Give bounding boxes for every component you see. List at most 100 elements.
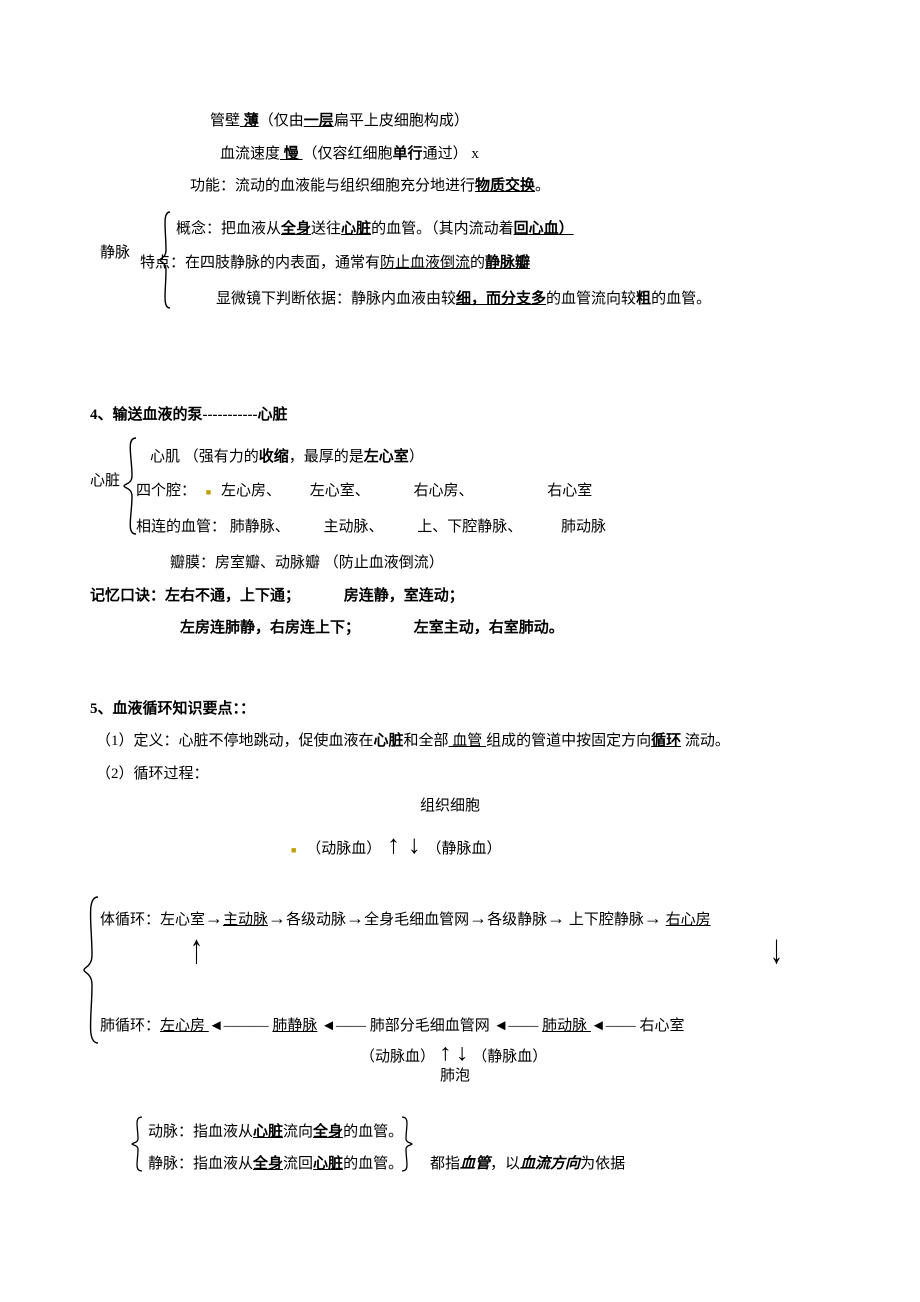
document-page: 管壁 薄（仅由一层扁平上皮细胞构成） 血流速度 慢 （仅容红细胞单行通过） x …: [0, 0, 920, 1302]
heart-structure-block: 心脏 心肌 （强有力的收缩，最厚的是左心室） 四个腔： ■ 左心房、 左心室、 …: [90, 436, 830, 542]
vein-note-line: 静脉：指血液从全身流回心脏的血管。: [148, 1153, 403, 1176]
text: 为依据: [580, 1156, 625, 1172]
node: 全身毛细血管网: [364, 912, 469, 928]
emphasis-text: 血流方向: [520, 1156, 580, 1172]
text: 扁平上皮细胞构成）: [334, 113, 469, 129]
text: 心脏: [90, 473, 120, 489]
text: 瓣膜：房室瓣、动脉瓣 （防止血液倒流）: [170, 555, 444, 571]
text: 记忆口诀：左右不通，上下通；: [90, 585, 340, 608]
text: 的血管。: [651, 291, 711, 307]
text: 显微镜下判断依据：静脉内血液由较: [216, 291, 456, 307]
key-term: 回心血）: [514, 221, 574, 237]
capillary-speed-line: 血流速度 慢 （仅容红细胞单行通过） x: [90, 143, 830, 166]
text: 四个腔：: [136, 483, 196, 499]
heart-root-label: 心脏: [90, 470, 120, 493]
vein-feature-line: 特点：在四肢静脉的内表面，通常有防止血液倒流的静脉瓣: [140, 252, 530, 275]
key-term: 细，而分支多: [456, 291, 546, 307]
text: 相连的血管：: [136, 519, 226, 535]
text: 动脉：指血液从: [148, 1124, 253, 1140]
circulation-definition: （1）定义：心脏不停地跳动，促使血液在心脏和全部 血管 组成的管道中按固定方向循…: [90, 730, 830, 753]
chamber: 左心室、: [310, 480, 410, 503]
text: （1）定义：心脏不停地跳动，促使血液在: [96, 733, 374, 749]
bold-text: 收缩: [259, 449, 289, 465]
capillary-function-line: 功能：流动的血液能与组织细胞充分地进行物质交换。: [90, 175, 830, 198]
arrow-left-icon: ◄——: [321, 1018, 366, 1034]
key-term: 慢: [280, 146, 303, 162]
text: 都指: [430, 1156, 460, 1172]
node: 肺动脉: [542, 1018, 591, 1034]
alveoli-label: 肺泡: [440, 1065, 470, 1088]
venous-label: （静脉血）: [472, 1049, 547, 1065]
arrow-right-icon: →: [268, 908, 286, 928]
text: 血流速度: [220, 146, 280, 162]
text: 功能：流动的血液能与组织细胞充分地进行: [190, 178, 475, 194]
text: 的: [470, 255, 485, 271]
artery-vein-note: 动脉：指血液从心脏流向全身的血管。 静脉：指血液从全身流回心脏的血管。 都指血管…: [130, 1111, 830, 1181]
text: 送往: [311, 221, 341, 237]
arrow-up-icon: ↑: [190, 918, 203, 980]
heading-text: 4、输送血液的泵-----------: [90, 407, 257, 423]
text: 。: [535, 178, 550, 194]
text: ，最厚的是: [289, 449, 364, 465]
vessel: 主动脉、: [324, 516, 414, 539]
text: 左室主动，右室肺动。: [414, 620, 564, 636]
node: 各级静脉: [487, 912, 547, 928]
emphasis-text: 血管: [460, 1156, 490, 1172]
arrow-down-icon: ↓: [408, 825, 421, 864]
key-term: 心脏: [313, 1156, 343, 1172]
text: 的血管。: [343, 1156, 403, 1172]
key-term: 全身: [281, 221, 311, 237]
tissue-label: 组织细胞: [420, 795, 480, 818]
bold-text: 粗: [636, 291, 651, 307]
vein-concept-line: 概念：把血液从全身送往心脏的血管。（其内流动着回心血）: [176, 218, 574, 241]
venous-label: （静脉血）: [426, 841, 501, 857]
key-term: 心脏: [253, 1124, 283, 1140]
brace-left-icon: [130, 1115, 144, 1173]
bold-text: 左心室: [364, 449, 409, 465]
arrow-right-icon: →: [547, 908, 565, 928]
chamber: 左心房、: [221, 480, 306, 503]
heart-mnemonic-2: 左房连肺静，右房连上下； 左室主动，右室肺动。: [90, 617, 830, 640]
node: 主动脉: [223, 912, 268, 928]
vessel: 肺静脉、: [230, 516, 320, 539]
key-term: 全身: [313, 1124, 343, 1140]
node: 肺部分毛细血管网: [370, 1018, 490, 1034]
key-term: 心脏: [341, 221, 371, 237]
vessel: 上、下腔静脉、: [417, 516, 557, 539]
text: 特点：在四肢静脉的内表面，通常有: [140, 255, 380, 271]
heading-text: 心脏: [257, 407, 287, 423]
heart-muscle-line: 心肌 （强有力的收缩，最厚的是左心室）: [150, 446, 424, 469]
circulation-process-label: （2）循环过程：: [90, 763, 830, 786]
arterial-label: （动脉血）: [306, 841, 381, 857]
key-term: 静脉瓣: [485, 255, 530, 271]
node: 右心房: [666, 912, 711, 928]
arrow-left-icon: ◄——: [494, 1018, 539, 1034]
text: 的血管流向较: [546, 291, 636, 307]
text: 静脉：指血液从: [148, 1156, 253, 1172]
text: 的血管。（其内流动着: [371, 221, 514, 237]
capillary-wall-line: 管壁 薄（仅由一层扁平上皮细胞构成）: [90, 110, 830, 133]
heart-chambers-line: 四个腔： ■ 左心房、 左心室、 右心房、 右心室: [136, 480, 592, 503]
text: 流回: [283, 1156, 313, 1172]
underline-text: 防止血液倒流: [380, 255, 470, 271]
heart-vessels-line: 相连的血管： 肺静脉、 主动脉、 上、下腔静脉、 肺动脉: [136, 516, 606, 539]
vessel: 肺动脉: [561, 516, 606, 539]
dot-icon: ■: [200, 487, 217, 497]
brace-icon: [82, 895, 100, 1045]
text: 肺循环：: [100, 1018, 160, 1034]
arterial-venous-row: ■ （动脉血） ↑ ↓ （静脉血）: [285, 825, 501, 864]
note-tail: 都指血管，以血流方向为依据: [430, 1153, 625, 1176]
dot-icon: ■: [285, 845, 302, 855]
text: （仅容红细胞: [303, 146, 393, 162]
text: 流动。: [681, 733, 730, 749]
brace-right-icon: [400, 1115, 414, 1173]
key-term: 全身: [253, 1156, 283, 1172]
arrow-right-icon: →: [469, 908, 487, 928]
node: 上下腔静脉: [569, 912, 644, 928]
text: 左房连肺静，右房连上下；: [180, 617, 410, 640]
key-term: 物质交换: [475, 178, 535, 194]
vein-label: 静脉: [100, 242, 130, 265]
heart-mnemonic-1: 记忆口诀：左右不通，上下通； 房连静，室连动；: [90, 585, 830, 608]
vein-microscope-line: 显微镜下判断依据：静脉内血液由较细，而分支多的血管流向较粗的血管。: [216, 288, 711, 311]
text: 静脉: [100, 245, 130, 261]
